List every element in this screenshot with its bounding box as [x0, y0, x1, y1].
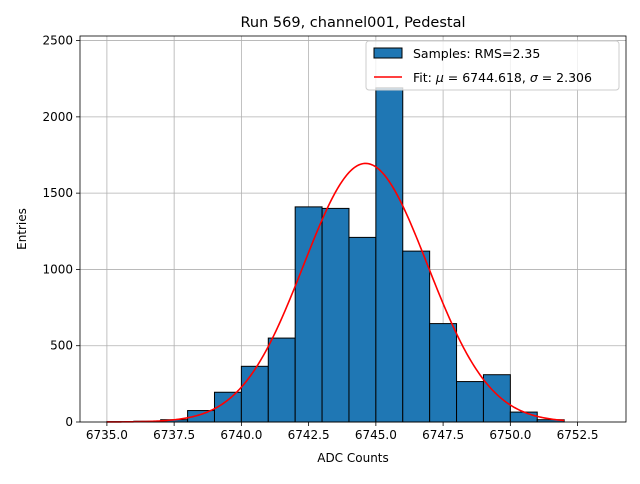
histogram-bar — [322, 208, 349, 422]
x-tick-label: 6747.5 — [422, 428, 464, 442]
x-tick-label: 6752.5 — [557, 428, 599, 442]
mu-symbol: μ — [435, 70, 444, 85]
histogram-bar — [483, 375, 510, 422]
histogram-bar — [295, 207, 322, 422]
histogram-bar — [457, 382, 484, 422]
histogram-bar — [403, 251, 430, 422]
x-tick-label: 6742.5 — [288, 428, 330, 442]
fit-label-sigma-value: = 2.306 — [538, 70, 592, 85]
histogram-bar — [241, 366, 268, 422]
x-tick-label: 6750.0 — [489, 428, 531, 442]
legend-label-samples: Samples: RMS=2.35 — [413, 46, 540, 61]
x-axis-label: ADC Counts — [317, 451, 389, 465]
y-tick-label: 500 — [50, 339, 73, 353]
y-tick-label: 1500 — [42, 186, 73, 200]
x-tick-label: 6735.0 — [86, 428, 128, 442]
histogram-bar — [430, 324, 457, 422]
y-tick-label: 1000 — [42, 262, 73, 276]
histogram-bar — [510, 412, 537, 422]
legend-label-fit: Fit: μ = 6744.618, σ = 2.306 — [413, 70, 592, 85]
x-tick-label: 6740.0 — [220, 428, 262, 442]
histogram-bar — [268, 338, 295, 422]
histogram-bar — [376, 88, 403, 422]
x-tick-label: 6745.0 — [355, 428, 397, 442]
fit-label-prefix: Fit: — [413, 70, 436, 85]
y-tick-label: 0 — [65, 415, 73, 429]
y-tick-label: 2000 — [42, 110, 73, 124]
x-tick-label: 6737.5 — [153, 428, 195, 442]
histogram-bar — [349, 237, 376, 422]
chart-title: Run 569, channel001, Pedestal — [240, 15, 465, 31]
legend: Samples: RMS=2.35 Fit: μ = 6744.618, σ =… — [366, 41, 619, 90]
legend-swatch-samples — [374, 48, 402, 58]
y-axis-label: Entries — [15, 208, 29, 250]
fit-label-mu-value: = 6744.618, — [444, 70, 530, 85]
y-tick-label: 2500 — [42, 34, 73, 48]
